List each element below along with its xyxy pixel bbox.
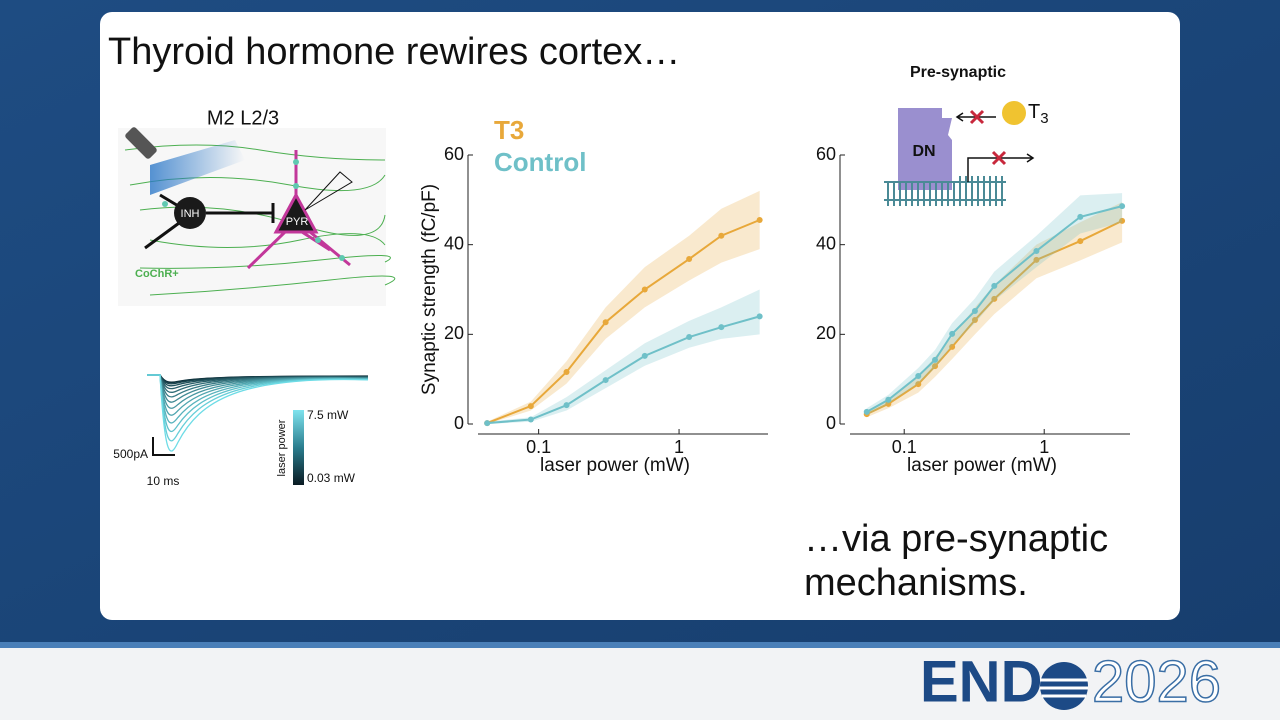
pyr-label: PYR [286, 216, 309, 228]
y-tick-label: 0 [454, 413, 464, 433]
confidence-band [487, 289, 760, 424]
data-point [991, 282, 998, 289]
data-point [1119, 217, 1126, 224]
data-point [527, 403, 534, 410]
caption: mechanisms. [804, 562, 1028, 604]
y-tick-label: 60 [444, 144, 464, 164]
x-tick-label: 1 [674, 437, 684, 457]
data-point [915, 373, 922, 380]
x-tick-label: 0.1 [892, 437, 917, 457]
colorbar [293, 410, 304, 485]
data-point [1077, 213, 1084, 220]
data-point [971, 308, 978, 315]
footer-rule [0, 642, 1280, 648]
data-point [756, 217, 763, 224]
x-tick-label: 0.1 [526, 437, 551, 457]
dn-label: DN [912, 143, 935, 160]
y-axis-label: Synaptic strength (fC/pF) [419, 184, 440, 395]
inh-label: INH [181, 208, 200, 220]
confidence-band [866, 193, 1123, 416]
scale-y-label: 500pA [113, 447, 148, 461]
pyr-cell [273, 191, 319, 234]
series-line [866, 220, 1123, 416]
data-point [718, 232, 725, 239]
data-point [885, 396, 892, 403]
cochr-label: CoChR+ [135, 268, 179, 280]
slide-title: Thyroid hormone rewires cortex… [108, 31, 680, 73]
x-tick-label: 1 [1039, 437, 1049, 457]
data-point [949, 343, 956, 350]
data-point [991, 295, 998, 302]
caption: …via pre-synaptic [804, 518, 1108, 560]
data-point [915, 381, 922, 388]
data-point [686, 334, 693, 341]
trace [147, 374, 369, 424]
colorbar-max: 7.5 mW [307, 408, 349, 422]
logo-left: END [920, 649, 1042, 714]
data-point [602, 377, 609, 384]
data-point [641, 352, 648, 359]
y-tick-label: 0 [826, 413, 836, 433]
lamp [125, 127, 157, 159]
logo-globe [1040, 662, 1088, 710]
y-tick-label: 40 [444, 233, 464, 253]
y-tick-label: 40 [816, 233, 836, 253]
footer [0, 645, 1280, 720]
y-tick-label: 20 [816, 323, 836, 343]
hormone-label: T [1028, 101, 1040, 123]
diagram-label: M2 L2/3 [207, 107, 279, 129]
y-tick-label: 60 [816, 144, 836, 164]
legend-entry: T3 [494, 115, 524, 145]
series-line [486, 219, 761, 425]
data-point [971, 316, 978, 323]
diagram-panel [118, 128, 386, 306]
trace [147, 374, 369, 442]
data-point [1119, 203, 1126, 210]
colorbar-title: laser power [276, 419, 288, 476]
data-point [602, 319, 609, 326]
dn-protein [898, 108, 952, 190]
traces [147, 374, 369, 452]
data-point [1033, 256, 1040, 263]
data-point [484, 420, 491, 427]
y-tick-label: 20 [444, 323, 464, 343]
legend-entry: Control [494, 147, 586, 177]
data-point [756, 313, 763, 320]
light-beam [150, 140, 245, 195]
data-point [1077, 238, 1084, 245]
data-point [863, 408, 870, 415]
x-axis-label: laser power (mW) [907, 455, 1057, 476]
synapses [162, 159, 345, 261]
data-point [641, 286, 648, 293]
series-line [866, 205, 1123, 413]
data-point [563, 402, 570, 409]
inh-cell [174, 197, 206, 229]
arrows [955, 112, 1035, 182]
data-point [932, 363, 939, 370]
data-point [949, 330, 956, 337]
data-point [527, 416, 534, 423]
data-point [932, 356, 939, 363]
hormone-subscript: 3 [1040, 110, 1048, 127]
pipette [304, 171, 353, 211]
series-line [487, 315, 760, 425]
colorbar-min: 0.03 mW [307, 471, 356, 485]
dna [884, 176, 1006, 206]
t3-molecule [1002, 101, 1026, 125]
x-axis-label: laser power (mW) [540, 455, 690, 476]
mechanism-title: Pre-synaptic [910, 64, 1006, 81]
data-point [563, 368, 570, 375]
hormone-label: T3 [1028, 101, 1049, 127]
data-point [1033, 247, 1040, 254]
scale-x-label: 10 ms [147, 474, 180, 488]
logo-right: 2026 [1092, 649, 1221, 714]
data-point [686, 256, 693, 263]
trace [147, 374, 369, 433]
scale-bar [152, 437, 175, 456]
block-marks [969, 109, 1007, 166]
trace [147, 374, 369, 452]
data-point [718, 324, 725, 331]
